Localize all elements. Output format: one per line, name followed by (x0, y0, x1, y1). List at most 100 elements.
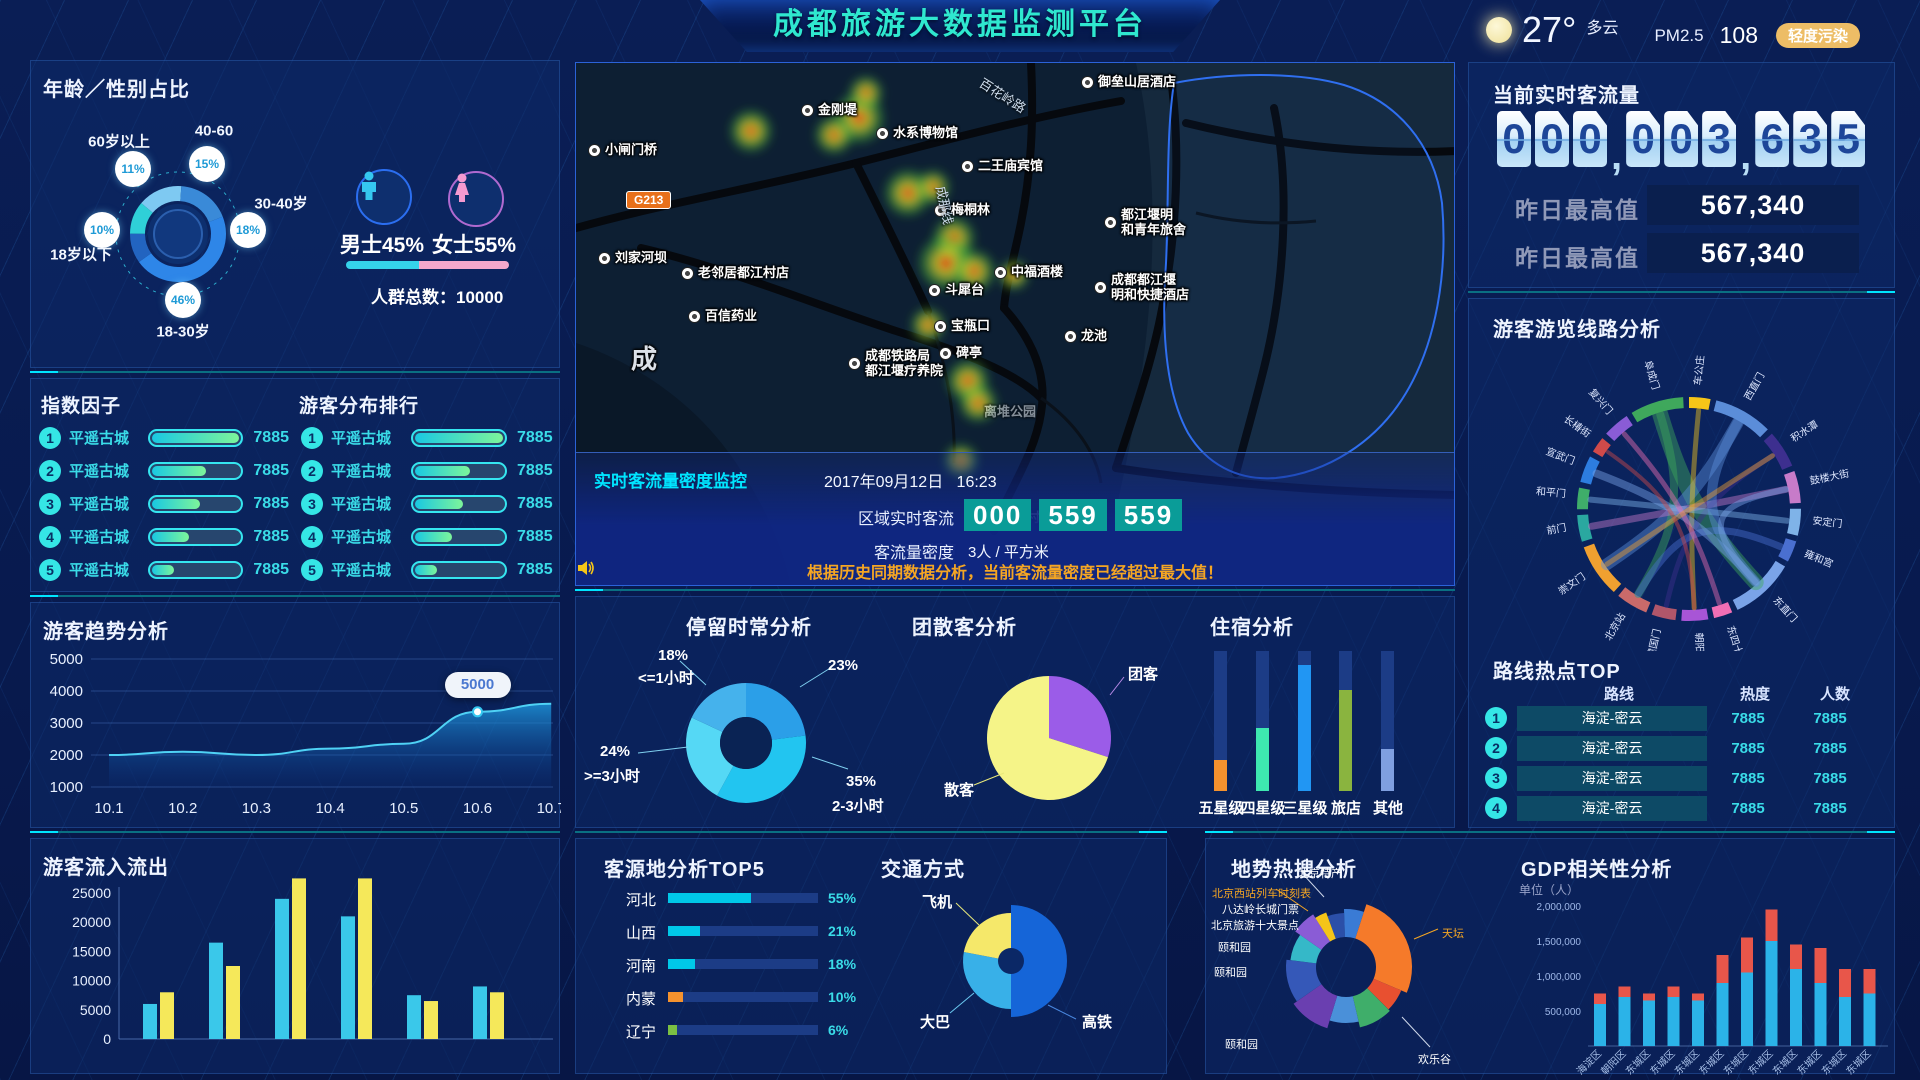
column-header: 路线 (1603, 686, 1635, 703)
route-cell: 海淀-密云 (1517, 735, 1707, 761)
poi-icon (939, 346, 952, 360)
realtime-counter: 000 559 559 (964, 499, 1183, 531)
group-label: 散客 (944, 782, 975, 799)
poi-text: 水系博物馆 (893, 125, 959, 140)
map-poi-label: 小闸门桥 (588, 142, 657, 158)
transport-pie-chart (949, 902, 1077, 1020)
digit: 0 (1631, 115, 1655, 162)
svg-text:东直门: 东直门 (1770, 594, 1800, 625)
svg-text:3000: 3000 (50, 715, 83, 732)
svg-text:1,500,000: 1,500,000 (1537, 937, 1582, 948)
female-icon (448, 171, 504, 227)
map-viewport[interactable]: 金刚堤 水系博物馆 二王庙宾馆 御垒山居酒店 小闸门桥 刘家河坝 老邻居都江村店 百信药业 梅桐… (575, 62, 1455, 586)
counter-digit: 0 (1626, 111, 1661, 167)
svg-text:积水潭: 积水潭 (1789, 419, 1821, 445)
map-poi-label: 老邻居都江村店 (681, 265, 790, 281)
svg-text:10.3: 10.3 (242, 800, 271, 817)
panel-title: 地势热搜分析 (1231, 859, 1357, 881)
poi-icon (1094, 281, 1107, 295)
origin-bar-track (668, 893, 818, 903)
digit: 5 (1836, 115, 1860, 162)
age-donut-chart (115, 171, 241, 297)
map-poi-label: 成 (631, 344, 657, 375)
transport-label: 大巴 (920, 1014, 951, 1031)
poi-text: 都江堰明 和青年旅舍 (1121, 207, 1187, 237)
panel-age-gender: 年龄／性别占比 15% 40-60 18% 30-40岁 46% 18-30岁 10% 18岁… (30, 60, 560, 368)
list-item: 5 平遥古城 7885 (301, 553, 556, 586)
map-poi-label: 龙池 (1064, 328, 1107, 344)
divider (1468, 831, 1895, 833)
density-value: 3人 / 平方米 (968, 544, 1049, 561)
map-poi-label: 百信药业 (688, 308, 758, 324)
svg-text:西直门: 西直门 (1741, 370, 1767, 403)
panel-routes: 游客游览线路分析 车公庄 西直门 积水潭 鼓楼大街 安定门 雍和宫 东直门 东四十条 朝阳门 建国… (1468, 298, 1895, 828)
poi-icon (681, 266, 694, 280)
svg-text:500,000: 500,000 (1545, 1007, 1582, 1018)
map-poi-label: 御垒山居酒店 (1081, 74, 1176, 90)
hotel-bar-fill (1214, 760, 1227, 791)
progress-fill (415, 498, 464, 509)
speaker-icon (578, 561, 594, 575)
list-item: 3 平遥古城 7885 (39, 487, 289, 520)
terrain-label: 八达岭长城门票 (1222, 904, 1299, 916)
overlay-time: 16:23 (956, 474, 997, 491)
realtime-label: 区域实时客流 (857, 511, 954, 528)
counter-digit: 6 (1755, 111, 1790, 167)
count-cell: 7885 (1813, 769, 1847, 787)
panel-origin-transport: 客源地分析TOP5 交通方式 河北 55% 山西 21% 河南 18% 内蒙 10% 辽宁 6% … (575, 838, 1167, 1074)
route-cell: 海淀-密云 (1517, 795, 1707, 821)
svg-text:雍和宫: 雍和宫 (1803, 547, 1836, 570)
map-poi-label: 金刚堤 (801, 102, 857, 118)
heat-cell: 7885 (1731, 739, 1765, 757)
progress-fill (415, 531, 452, 542)
counter-digit: 0 (1573, 111, 1607, 167)
column-header: 人数 (1819, 686, 1851, 703)
progress-pill (148, 428, 244, 447)
stay-share-label: 35% (846, 773, 877, 790)
transport-label: 高铁 (1082, 1014, 1113, 1031)
poi-text: 刘家河坝 (615, 250, 668, 265)
poi-icon (1081, 75, 1094, 89)
svg-text:车公庄: 车公庄 (1691, 355, 1707, 386)
counter-comma: , (1611, 134, 1623, 178)
terrain-label: 颐和园 (1218, 942, 1251, 954)
list-item: 5 平遥古城 7885 (39, 553, 289, 586)
table-row: 1 海淀-密云 7885 7885 (1485, 703, 1885, 733)
origin-percent: 10% (828, 989, 857, 1005)
origin-name: 山西 (625, 925, 656, 942)
terrain-label: 北京旅游十大景点 (1211, 920, 1299, 932)
total-count-label: 人群总数：10000 (371, 288, 504, 307)
page-title: 成都旅游大数据监测平台 (773, 8, 1147, 41)
progress-fill (152, 531, 189, 542)
svg-text:前门: 前门 (1545, 521, 1567, 537)
poi-text: 百信药业 (705, 308, 758, 323)
rank-name: 平遥古城 (69, 529, 130, 546)
count-cell: 7885 (1813, 739, 1847, 757)
poi-icon (961, 159, 974, 173)
heat-cell: 7885 (1731, 769, 1765, 787)
rank-name: 平遥古城 (331, 430, 392, 447)
count-block: 559 (1039, 499, 1107, 531)
digit: 0 (1502, 115, 1526, 162)
terrain-label: 颐和园 (1214, 967, 1247, 979)
map-poi-label: 二王庙宾馆 (961, 158, 1043, 174)
age-share-bubble: 11% (115, 151, 151, 187)
map-poi-label: 宝瓶口 (934, 318, 990, 334)
poi-text: 老邻居都江村店 (698, 265, 790, 280)
poi-icon (598, 251, 611, 265)
count-cell: 7885 (1813, 709, 1847, 727)
svg-text:10000: 10000 (72, 973, 111, 989)
counter-digit: 3 (1793, 111, 1828, 167)
svg-text:1000: 1000 (50, 779, 83, 796)
male-share-label: 男士45% (339, 234, 425, 257)
age-category-label: 40-60 (194, 122, 234, 140)
terrain-label: 北京特产 (1298, 868, 1342, 880)
map-poi-label: 斗犀台 (928, 282, 984, 298)
origin-bar-fill (668, 1025, 677, 1035)
rank-value: 7885 (517, 461, 553, 479)
rank-value: 7885 (253, 527, 289, 545)
road-badge: G213 (626, 191, 672, 209)
map-poi-label: 成都都江堰 明和快捷酒店 (1094, 272, 1189, 303)
group-label: 团客 (1128, 666, 1159, 683)
origin-name: 内蒙 (625, 991, 656, 1008)
